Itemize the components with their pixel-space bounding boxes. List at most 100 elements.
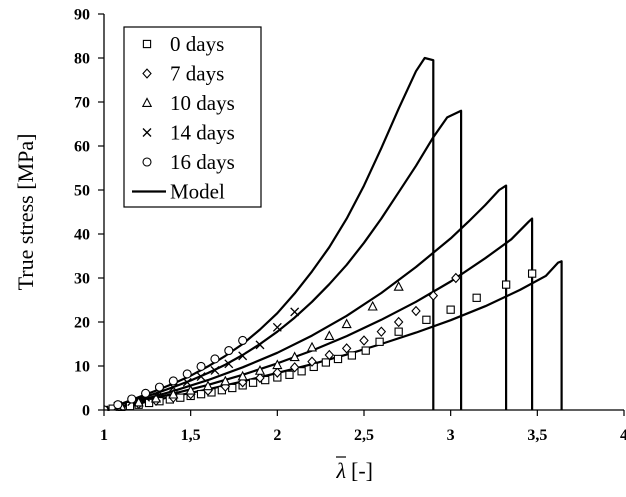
triangle-data-point	[289, 351, 300, 362]
legend-label: 14 days	[170, 121, 235, 145]
square-data-point	[248, 378, 258, 387]
diamond-data-point	[428, 290, 439, 301]
y-tick-label: 70	[74, 95, 90, 112]
x-tick-label: 3	[447, 427, 455, 444]
legend-label: Model	[170, 180, 225, 204]
legend-label: 10 days	[170, 91, 235, 115]
circle-data-point	[141, 388, 151, 398]
legend: 0 days 7 days 10 days 14 days 16 days Model	[123, 26, 262, 208]
square-data-point	[347, 351, 357, 360]
circle-data-point	[196, 361, 206, 371]
y-tick-label: 90	[74, 7, 90, 24]
diamond-data-point	[411, 305, 421, 317]
diamond-data-point	[359, 335, 369, 346]
square-data-point	[361, 346, 370, 355]
circle-data-point	[210, 354, 220, 364]
square-data-point	[333, 354, 343, 364]
cross-data-point	[290, 307, 300, 317]
square-data-point	[144, 398, 154, 408]
x-axis-symbol: λ	[335, 458, 346, 483]
y-tick-label: 20	[74, 315, 90, 332]
triangle-data-point	[185, 384, 196, 395]
legend-label: 7 days	[170, 62, 224, 86]
triangle-data-point	[324, 330, 335, 341]
y-tick-label: 40	[74, 227, 90, 244]
circle-data-point	[238, 335, 248, 346]
triangle-data-point	[202, 380, 214, 391]
square-data-point	[228, 383, 237, 393]
diamond-data-point	[451, 272, 461, 284]
diamond-data-point	[376, 326, 387, 337]
experimental-markers	[104, 269, 537, 411]
square-data-point	[501, 280, 511, 289]
y-axis-title: True stress [MPa]	[13, 134, 38, 291]
square-data-point	[375, 337, 384, 346]
square-data-point	[446, 305, 455, 314]
cross-data-point	[255, 340, 265, 350]
square-data-point	[196, 390, 206, 399]
legend-diamond-marker	[142, 68, 152, 79]
y-tick-label: 80	[74, 51, 90, 68]
circle-data-point	[168, 376, 178, 386]
diamond-data-point	[393, 316, 404, 328]
square-data-point	[422, 315, 431, 324]
model-curve	[104, 184, 508, 411]
triangle-data-point	[306, 341, 318, 352]
triangle-data-point	[272, 359, 283, 370]
x-tick-label: 3,5	[527, 427, 547, 444]
legend-label: 0 days	[170, 32, 224, 56]
legend-triangle-marker	[141, 97, 153, 107]
cross-data-point	[210, 365, 220, 375]
triangle-data-point	[393, 281, 404, 291]
triangle-data-point	[220, 375, 231, 386]
y-ticks: 0 10 20 30 40 50 60 70 80 90	[74, 7, 104, 420]
cross-data-point	[238, 351, 248, 361]
x-tick-label: 1,5	[181, 427, 201, 444]
legend-circle-marker	[142, 157, 152, 167]
x-tick-label: 2,5	[354, 427, 374, 444]
x-ticks: 1 1,5 2 2,5 3 3,5 4	[100, 410, 626, 444]
cross-data-point	[272, 322, 282, 332]
triangle-data-point	[168, 388, 179, 399]
model-curve	[104, 56, 435, 411]
diamond-data-point	[289, 362, 300, 373]
triangle-data-point	[367, 300, 378, 311]
y-tick-label: 30	[74, 271, 90, 288]
diamond-data-point	[324, 349, 335, 361]
square-data-point	[297, 367, 306, 376]
circle-data-point	[182, 369, 192, 379]
cross-data-point	[182, 377, 192, 387]
y-tick-label: 10	[74, 359, 90, 376]
x-axis-unit: [-]	[351, 458, 373, 483]
triangle-data-point	[341, 318, 352, 329]
square-data-point	[394, 327, 403, 336]
y-tick-label: 60	[74, 139, 90, 156]
square-data-point	[527, 269, 537, 278]
diamond-data-point	[272, 367, 283, 378]
legend-cross-marker	[142, 128, 152, 137]
diamond-data-point	[255, 372, 265, 384]
circle-data-point	[154, 382, 165, 392]
legend-box	[123, 26, 262, 208]
square-data-point	[321, 358, 331, 367]
square-data-point	[472, 293, 481, 302]
diamond-data-point	[307, 356, 317, 367]
y-tick-label: 0	[82, 403, 90, 420]
diamond-data-point	[341, 343, 352, 354]
legend-label: 16 days	[170, 150, 235, 174]
x-axis-title: λ [-]	[335, 456, 373, 483]
x-tick-label: 2	[273, 427, 281, 444]
triangle-data-point	[150, 392, 162, 403]
circle-data-point	[224, 346, 234, 356]
cross-data-point	[196, 372, 206, 382]
cross-data-point	[224, 359, 234, 369]
square-data-point	[285, 370, 294, 379]
circle-data-point	[113, 400, 123, 410]
cross-data-point	[168, 383, 178, 393]
x-tick-label: 4	[620, 427, 626, 444]
triangle-data-point	[133, 396, 144, 407]
model-curve	[104, 109, 463, 411]
y-tick-label: 50	[74, 183, 90, 200]
triangle-data-point	[254, 365, 266, 375]
